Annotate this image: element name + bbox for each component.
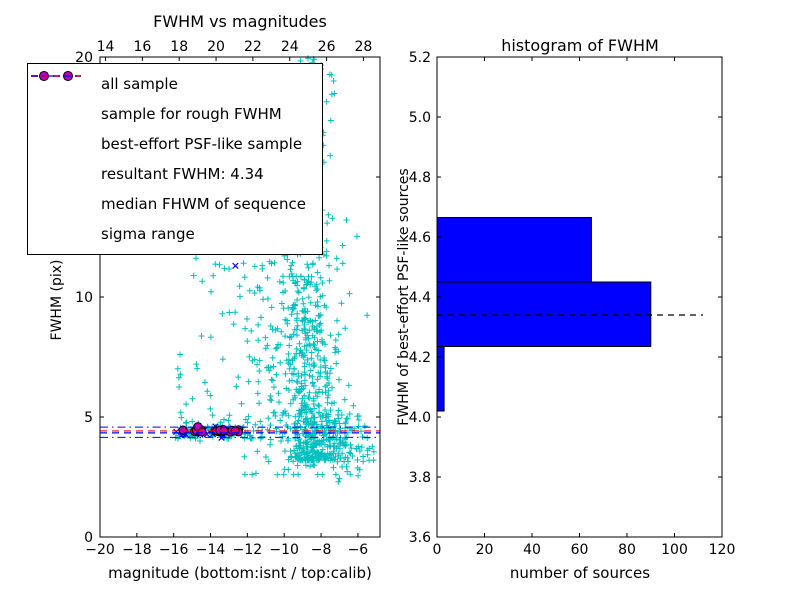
x-tick-label: −12 [233,542,263,558]
x-tick-label: 100 [661,542,688,558]
right-plot-title: histogram of FWHM [501,36,659,55]
dashed-line-icon [31,75,92,186]
psf-sample-point [178,425,188,435]
right-plot-xlabel: number of sources [509,564,651,582]
legend-item-sigma-range: sigma range [31,75,316,249]
top-tick-label: 18 [170,39,188,55]
legend-label: resultant FWHM: 4.34 [101,165,264,183]
fwhm-vs-magnitudes-plot [99,55,381,538]
histogram-bar [436,346,445,412]
x-tick-label: −10 [269,542,299,558]
y-tick-label: 4.6 [409,230,431,246]
dashdot-line-icon [31,75,92,246]
legend-item-resultant-fwhm: resultant FWHM: 4.34 [31,75,316,189]
legend-label: sample for rough FWHM [101,105,282,123]
x-tick-label: −6 [348,542,369,558]
legend-label: sigma range [101,225,195,243]
legend-label: best-effort PSF-like sample [101,135,303,153]
x-tick-label: −18 [122,542,152,558]
x-tick-label: 40 [523,542,541,558]
histogram-bar [436,217,592,283]
legend-item-median-fwhm: median FHWM of sequence [31,75,316,219]
legend-item-psf-sample: best-effort PSF-like sample [34,71,316,159]
y-tick-label: 4.8 [409,170,431,186]
top-tick-label: 28 [355,39,373,55]
right-plot-ylabel: FWHM of best-effort PSF-like sources [396,168,412,426]
left-plot-title: FWHM vs magnitudes [153,12,327,31]
dashed-line-icon [31,75,92,216]
top-tick-label: 26 [318,39,336,55]
x-tick-label: 0 [433,542,442,558]
x-tick-label: 60 [571,542,589,558]
top-tick-label: 20 [207,39,225,55]
y-tick-label: 5 [84,410,93,426]
left-plot-ylabel: FWHM (pix) [49,259,65,341]
y-tick-label: 20 [75,50,93,66]
y-tick-label: 3.8 [409,470,431,486]
x-tick-label: 20 [476,542,494,558]
y-tick-label: 5.0 [409,110,431,126]
x-tick-label: 120 [709,542,736,558]
y-tick-label: 4.4 [409,290,431,306]
histogram-bar [436,281,652,347]
fwhm-histogram-plot [436,56,723,538]
y-tick-label: 4.2 [409,350,431,366]
psf-sample-point [197,427,207,437]
x-marker-icon [34,72,92,126]
legend-label: median FHWM of sequence [101,195,306,213]
y-tick-label: 3.6 [409,530,431,546]
x-tick-label: −16 [159,542,189,558]
top-tick-label: 16 [133,39,151,55]
legend-box: all sample sample for rough FWHM best-ef… [27,63,323,255]
y-tick-label: 0 [84,530,93,546]
x-tick-label: 80 [618,542,636,558]
y-tick-label: 5.2 [409,50,431,66]
circle-marker-icon [34,71,92,156]
y-tick-label: 4.0 [409,410,431,426]
top-tick-label: 14 [97,39,115,55]
x-tick-label: −20 [85,542,115,558]
legend-label: all sample [101,75,178,93]
y-tick-label: 10 [75,290,93,306]
top-tick-label: 24 [281,39,299,55]
scatter-rough-fwhm-sample [173,262,244,442]
x-tick-label: −14 [196,542,226,558]
legend-item-rough-fwhm: sample for rough FWHM [34,72,316,129]
x-tick-label: −8 [311,542,332,558]
scatter-all-sample [172,55,377,485]
top-tick-label: 22 [244,39,262,55]
left-plot-xlabel: magnitude (bottom:isnt / top:calib) [108,564,372,582]
